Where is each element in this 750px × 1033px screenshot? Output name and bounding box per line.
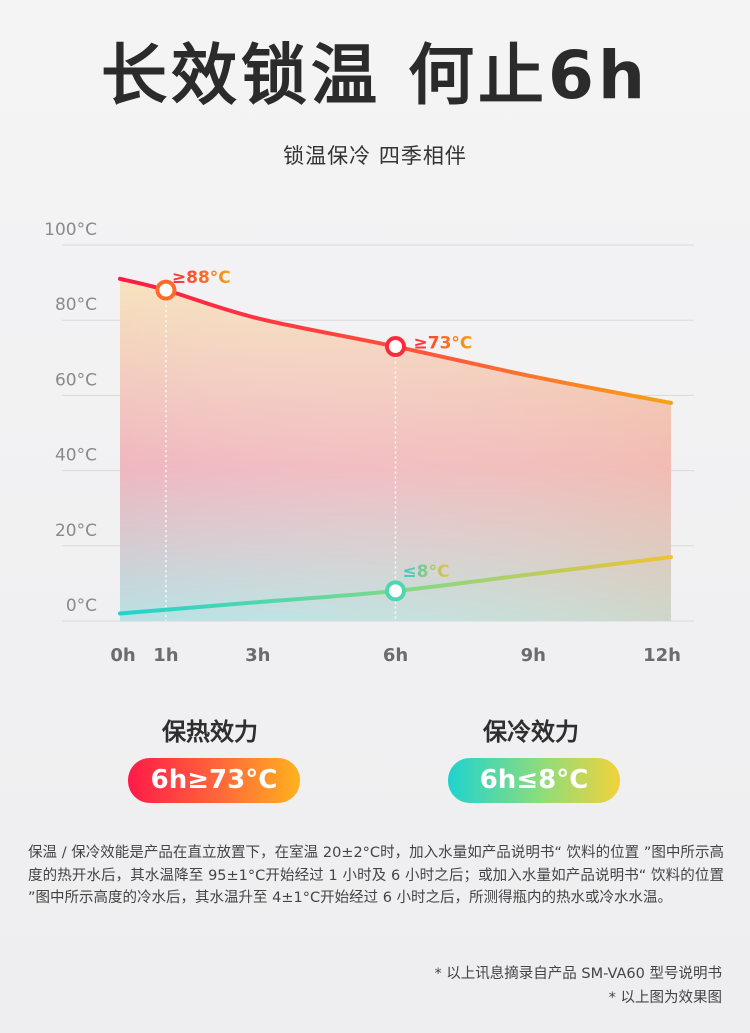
- data-point-marker: [385, 336, 406, 358]
- heat-retention-title: 保热效力: [162, 718, 258, 746]
- cold-series-line: [118, 555, 673, 616]
- y-tick-label: 80°C: [55, 295, 97, 315]
- data-point-label: ≤8°C: [403, 562, 450, 582]
- footnote-text: 保温 / 保冷效能是产品在直立放置下，在室温 20±2°C时，加入水量如产品说明…: [28, 845, 724, 906]
- hot-area-tint: [120, 278, 671, 621]
- y-tick-label: 60°C: [55, 370, 97, 390]
- page-title: 长效锁温 何止6h: [101, 37, 649, 114]
- y-tick-label: 20°C: [55, 521, 97, 541]
- x-tick-label: 3h: [245, 645, 270, 666]
- y-tick-label: 0°C: [66, 596, 97, 616]
- cold-retention-title: 保冷效力: [483, 718, 579, 746]
- page-subtitle: 锁温保冷 四季相伴: [283, 144, 467, 168]
- data-point-marker: [155, 279, 177, 301]
- data-point-marker: [385, 580, 406, 602]
- x-tick-label: 0h: [110, 645, 135, 666]
- y-tick-label: 100°C: [44, 220, 97, 240]
- data-point-label: ≥73°C: [414, 334, 473, 354]
- x-tick-label: 9h: [521, 645, 546, 666]
- x-tick-label: 6h: [383, 645, 408, 666]
- data-point-label: ≥88°C: [172, 268, 231, 288]
- x-tick-label: 12h: [643, 645, 681, 666]
- x-tick-label: 1h: [153, 645, 178, 666]
- heat-retention-badge: 6h≥73°C: [128, 758, 300, 803]
- temperature-chart: 100°C 80°C 60°C 40°C 20°C 0°C 0h 1h 3h 6h 9h 12h ≥88…: [44, 220, 694, 666]
- y-tick-label: 40°C: [55, 446, 97, 466]
- source-notes: * 以上讯息摘录自产品 SM-VA60 型号说明书 * 以上图为效果图: [434, 962, 722, 1010]
- source-note: * 以上图为效果图: [608, 990, 722, 1006]
- cold-retention-badge: 6h≤8°C: [448, 758, 620, 803]
- source-note: * 以上讯息摘录自产品 SM-VA60 型号说明书: [434, 966, 722, 982]
